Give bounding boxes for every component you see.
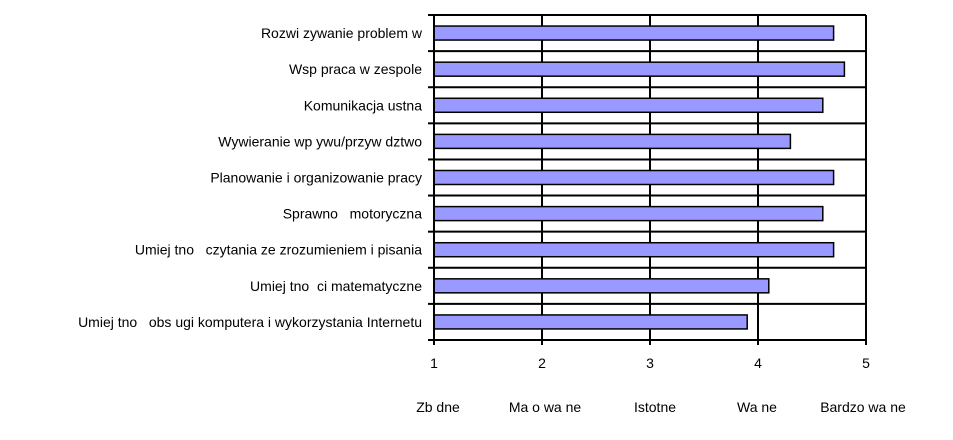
bar bbox=[433, 314, 748, 330]
x-tick-label: 2 bbox=[538, 355, 546, 371]
scale-label: Istotne bbox=[634, 399, 676, 415]
x-tick-label: 3 bbox=[646, 355, 654, 371]
bar bbox=[433, 278, 770, 294]
x-tick-label: 1 bbox=[430, 355, 438, 371]
bar bbox=[433, 25, 835, 41]
category-label: Komunikacja ustna bbox=[304, 97, 423, 113]
x-tick-labels: 1 2 3 4 5 bbox=[430, 355, 870, 371]
category-label: Umiej tno czytania ze zrozumieniem i pis… bbox=[135, 242, 422, 258]
category-label: Rozwi zywanie problem w bbox=[261, 25, 423, 41]
bar bbox=[433, 97, 824, 114]
category-label: Umiej tno obs ugi komputera i wykorzysta… bbox=[78, 314, 422, 330]
bar bbox=[433, 205, 824, 222]
category-label: Planowanie i organizowanie pracy bbox=[210, 170, 422, 186]
bar bbox=[433, 133, 792, 150]
bar bbox=[433, 241, 835, 258]
category-labels: Rozwi zywanie problem w Wsp praca w zespo… bbox=[78, 25, 423, 330]
category-label: Sprawno motoryczna bbox=[283, 206, 422, 222]
bar bbox=[433, 61, 846, 77]
x-tick-label: 4 bbox=[754, 355, 762, 371]
axes bbox=[428, 14, 867, 345]
scale-label: Bardzo wa ne bbox=[820, 399, 906, 415]
scale-label: Zb dne bbox=[416, 399, 460, 415]
category-label: Wsp praca w zespole bbox=[289, 61, 422, 77]
bar bbox=[433, 169, 835, 186]
category-label: Umiej tno ci matematyczne bbox=[250, 278, 422, 294]
category-label: Wywieranie wp ywu/przyw dztwo bbox=[218, 133, 422, 149]
scale-label: Ma o wa ne bbox=[509, 399, 582, 415]
bars bbox=[433, 25, 846, 330]
scale-labels: Zb dne Ma o wa ne Istotne Wa ne Bardzo wa ne bbox=[416, 399, 906, 415]
x-tick-label: 5 bbox=[862, 355, 870, 371]
scale-label: Wa ne bbox=[737, 399, 777, 415]
